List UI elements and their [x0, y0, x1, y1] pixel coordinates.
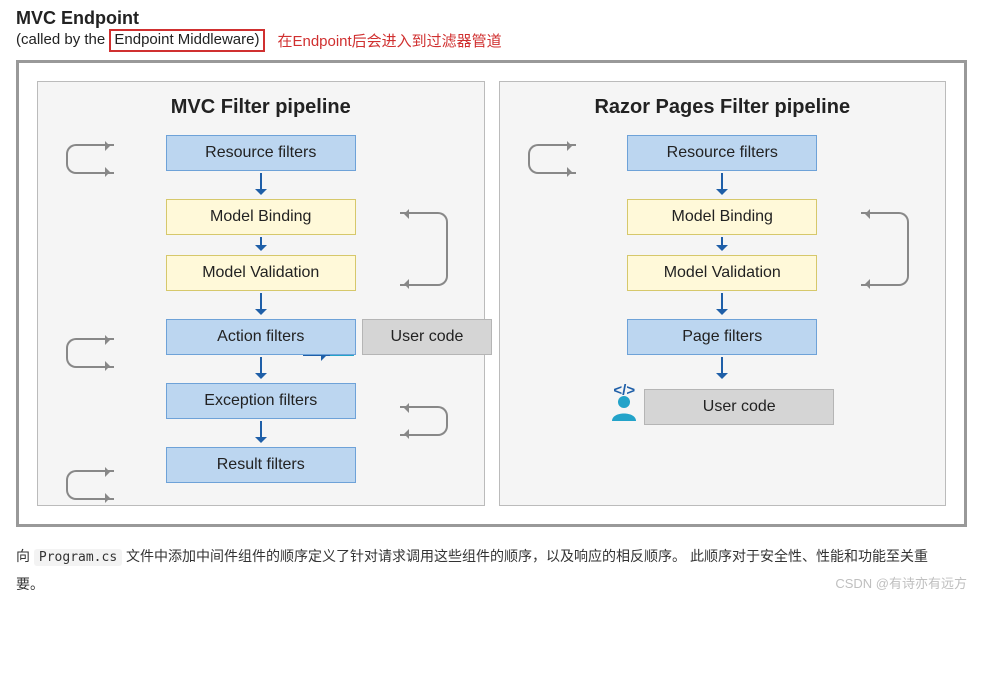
watermark: CSDN @有诗亦有远方: [16, 573, 967, 592]
annotation-text: 在Endpoint后会进入到过滤器管道: [277, 30, 501, 51]
panel-mvc-title: MVC Filter pipeline: [54, 96, 468, 119]
loop-binding-validation: [400, 212, 448, 286]
loop-resource: [66, 144, 114, 174]
node-usercode-razor: User code: [644, 389, 834, 425]
footer-code: Program.cs: [34, 549, 122, 566]
loop-resource-r: [528, 144, 576, 174]
loop-action: [66, 338, 114, 368]
loop-binding-validation-r: [861, 212, 909, 286]
panel-mvc: MVC Filter pipeline </> User code Resour…: [37, 81, 485, 506]
node-result-filters: Result filters: [166, 447, 356, 483]
header: MVC Endpoint (called by the Endpoint Mid…: [16, 8, 967, 52]
loop-result: [66, 470, 114, 500]
subtitle-row: (called by the Endpoint Middleware) 在End…: [16, 29, 967, 52]
node-model-validation: Model Validation: [166, 255, 356, 291]
node-model-binding: Model Binding: [166, 199, 356, 235]
usercode-row-razor: </> User code: [610, 383, 834, 425]
node-exception-filters: Exception filters: [166, 383, 356, 419]
node-resource-filters-r: Resource filters: [627, 135, 817, 171]
node-action-filters: Action filters: [166, 319, 356, 355]
subtitle-highlight: Endpoint Middleware): [109, 29, 265, 52]
node-model-binding-r: Model Binding: [627, 199, 817, 235]
diagram-frame: MVC Filter pipeline </> User code Resour…: [16, 60, 967, 527]
loop-exception: [400, 406, 448, 436]
subtitle-prefix: (called by the: [16, 31, 105, 48]
node-resource-filters: Resource filters: [166, 135, 356, 171]
panel-razor-title: Razor Pages Filter pipeline: [516, 96, 930, 119]
node-usercode-mvc: User code: [362, 319, 492, 355]
panel-razor: Razor Pages Filter pipeline Resource fil…: [499, 81, 947, 506]
node-page-filters: Page filters: [627, 319, 817, 355]
node-model-validation-r: Model Validation: [627, 255, 817, 291]
page-title: MVC Endpoint: [16, 8, 967, 29]
user-code-icon: </>: [610, 383, 638, 421]
footer-before: 向: [16, 548, 34, 564]
